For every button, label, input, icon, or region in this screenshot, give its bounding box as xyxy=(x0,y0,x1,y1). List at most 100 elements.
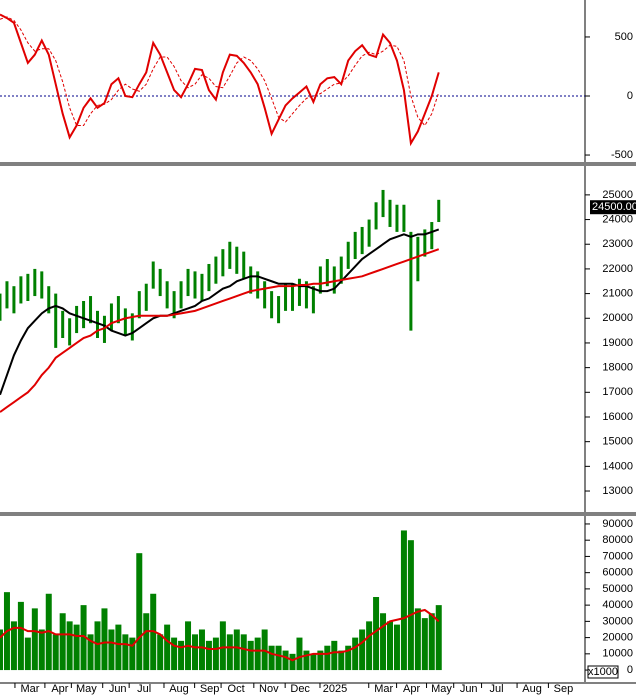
y-tick-label: 23000 xyxy=(602,238,633,250)
y-tick-label: 19000 xyxy=(602,337,633,349)
volume-bar xyxy=(380,613,387,671)
volume-bar xyxy=(108,629,115,671)
volume-bar xyxy=(87,634,94,671)
x-tick-label: Apr xyxy=(403,683,420,695)
volume-bar xyxy=(59,613,66,671)
y-tick-label: 24000 xyxy=(602,213,633,225)
y-tick-label: 50000 xyxy=(602,583,633,595)
last-price-label: 24500.00 xyxy=(592,201,636,213)
y-tick-label: 40000 xyxy=(602,599,633,611)
y-tick-label: 21000 xyxy=(602,287,633,299)
y-tick-label: 20000 xyxy=(602,312,633,324)
volume-bar xyxy=(387,621,393,671)
volume-bar xyxy=(10,621,17,671)
y-tick-label: 15000 xyxy=(602,436,633,448)
volume-bar xyxy=(421,618,428,671)
y-tick-label: 60000 xyxy=(602,567,633,579)
x-tick-label: Jun xyxy=(460,683,478,695)
volume-bar xyxy=(0,629,3,671)
y-tick-label: 17000 xyxy=(602,386,633,398)
y-tick-label: 14000 xyxy=(602,460,633,472)
volume-bar xyxy=(24,637,31,671)
volume-bar xyxy=(80,605,87,671)
x-tick-label: Jun xyxy=(109,683,127,695)
y-tick-label: 30000 xyxy=(602,615,633,627)
volume-bar xyxy=(66,621,73,671)
volume-bar xyxy=(136,553,143,671)
x-tick-label: 2025 xyxy=(323,683,347,695)
indicator-line xyxy=(0,608,440,662)
x-tick-label: Jul xyxy=(490,683,504,695)
volume-bar xyxy=(240,634,247,671)
x-tick-label: May xyxy=(76,683,97,695)
volume-bar xyxy=(205,640,212,671)
volume-bar xyxy=(247,640,254,671)
volume-bar xyxy=(268,645,275,671)
volume-bar xyxy=(143,613,150,671)
volume-bar xyxy=(212,637,219,671)
x-tick-label: Aug xyxy=(169,683,189,695)
indicator-line xyxy=(0,248,440,413)
x-tick-label: Dec xyxy=(290,683,310,695)
y-tick-label: 70000 xyxy=(602,550,633,562)
volume-bar xyxy=(282,650,289,671)
x-tick-label: Apr xyxy=(51,683,68,695)
volume-bar xyxy=(122,634,129,671)
volume-bar xyxy=(31,608,38,671)
y-tick-label: 13000 xyxy=(602,485,633,497)
volume-bar xyxy=(366,621,373,671)
volume-bar xyxy=(233,629,240,671)
y-tick-label: 18000 xyxy=(602,362,633,374)
y-tick-label: 90000 xyxy=(602,518,633,530)
x-tick-label: Nov xyxy=(259,683,279,695)
volume-bar xyxy=(414,608,421,671)
volume-bar xyxy=(331,640,338,671)
volume-bar xyxy=(359,629,366,671)
volume-bar xyxy=(38,629,45,671)
volume-bar xyxy=(157,634,164,671)
volume-bar xyxy=(324,645,331,671)
y-tick-label: 500 xyxy=(615,31,633,43)
volume-bar xyxy=(289,653,296,671)
volume-bar xyxy=(226,634,233,671)
volume-bar xyxy=(254,637,261,671)
volume-bar xyxy=(164,624,171,671)
volume-bar xyxy=(73,624,80,671)
volume-bar xyxy=(352,637,359,671)
x-tick-label: Aug xyxy=(522,683,542,695)
y-tick-label: 0 xyxy=(627,664,633,676)
volume-bar xyxy=(178,640,185,671)
volume-bar xyxy=(435,605,442,671)
volume-bar xyxy=(296,637,303,671)
x-tick-label: May xyxy=(431,683,452,695)
x-tick-label: Oct xyxy=(228,683,245,695)
volume-bar xyxy=(219,621,226,671)
volume-bar xyxy=(345,645,352,671)
x-tick-label: Mar xyxy=(20,683,39,695)
volume-bar xyxy=(303,650,310,671)
volume-bar xyxy=(338,650,345,671)
volume-bar xyxy=(115,624,122,671)
volume-bar xyxy=(52,634,59,671)
y-tick-label: 25000 xyxy=(602,189,633,201)
indicator-line xyxy=(0,228,440,396)
y-tick-label: 80000 xyxy=(602,534,633,546)
x-tick-label: Jul xyxy=(137,683,151,695)
y-tick-label: 10000 xyxy=(602,648,633,660)
volume-bar xyxy=(17,601,24,671)
y-tick-label: 16000 xyxy=(602,411,633,423)
volume-bar xyxy=(400,530,407,671)
volume-bar xyxy=(171,637,178,671)
volume-bar xyxy=(275,645,282,671)
volume-bar xyxy=(317,650,324,671)
volume-bar xyxy=(129,637,136,671)
y-tick-label: -500 xyxy=(611,149,633,161)
last-price-box xyxy=(590,200,636,215)
unit-label: x1000 xyxy=(588,666,618,678)
volume-bar xyxy=(373,597,380,671)
indicator-line xyxy=(0,13,440,147)
volume-bar xyxy=(101,608,108,671)
volume-bar xyxy=(310,653,317,671)
